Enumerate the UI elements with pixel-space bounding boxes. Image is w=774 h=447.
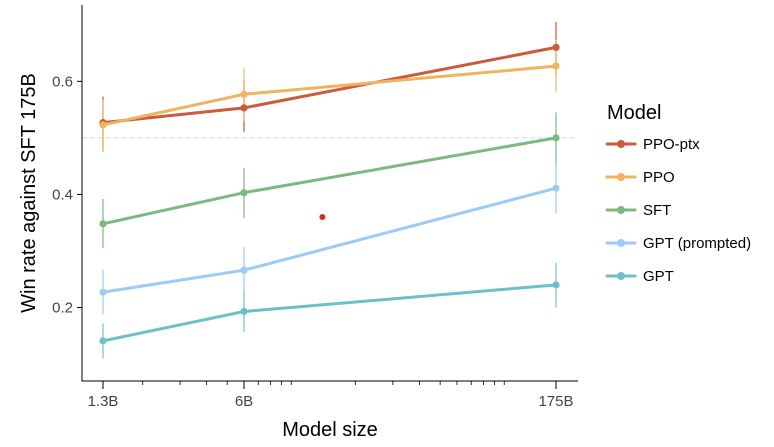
data-point-gpt-2 [240,307,248,316]
x-tick-label-2: 6B [235,393,253,410]
x-tick-label-3: 175B [538,393,573,410]
legend-label-ppo: PPO [643,169,675,186]
series-line-sft [101,136,558,226]
annotation-dot-1 [319,214,326,221]
legend-swatch-dot-ppo [617,173,625,181]
x-tick-label-1: 1.3B [88,393,119,410]
y-axis-label: Win rate against SFT 175B [18,73,40,313]
y-tick-label-3: 0.6 [52,73,73,90]
legend-swatch-dot-sft [617,206,625,214]
x-axis-label: Model size [282,419,378,441]
data-point-gpt-1 [99,337,107,345]
y-tick-label-1: 0.2 [52,299,73,316]
data-point-sft-1 [99,220,107,228]
data-point-gpt-prompted-2 [240,266,248,274]
data-point-gpt-prompted-1 [99,288,107,296]
data-point-ppo-ptx-2 [240,104,248,112]
legend: Model PPO-ptx PPO SFT GPT (prompted) GPT [605,102,751,285]
data-point-sft-3 [552,134,560,142]
plot-area [82,21,578,359]
data-point-ppo-1 [99,121,107,129]
legend-swatch-dot-gpt-prompted [617,239,625,247]
series-line-gpt [101,283,558,343]
data-point-gpt-3 [552,281,560,289]
data-point-gpt-prompted-3 [552,184,560,192]
legend-swatch-dot-gpt [617,272,625,280]
data-point-ppo-3 [552,62,560,70]
legend-label-gpt: GPT [643,268,674,285]
legend-label-sft: SFT [643,202,671,219]
legend-swatch-dot-ppo-ptx [617,140,625,148]
axes: 0.2 0.4 0.6 1.3B 6B 175B Model size Win rate ag… [18,5,578,441]
legend-title: Model [607,102,661,124]
data-point-ppo-ptx-3 [552,43,560,52]
legend-label-gpt-prompted: GPT (prompted) [643,235,751,252]
legend-label-ppo-ptx: PPO-ptx [643,136,700,153]
data-point-ppo-2 [240,90,248,98]
y-tick-label-2: 0.4 [52,186,73,203]
data-point-sft-2 [240,189,248,197]
series-line-gpt-prompted [101,186,558,294]
